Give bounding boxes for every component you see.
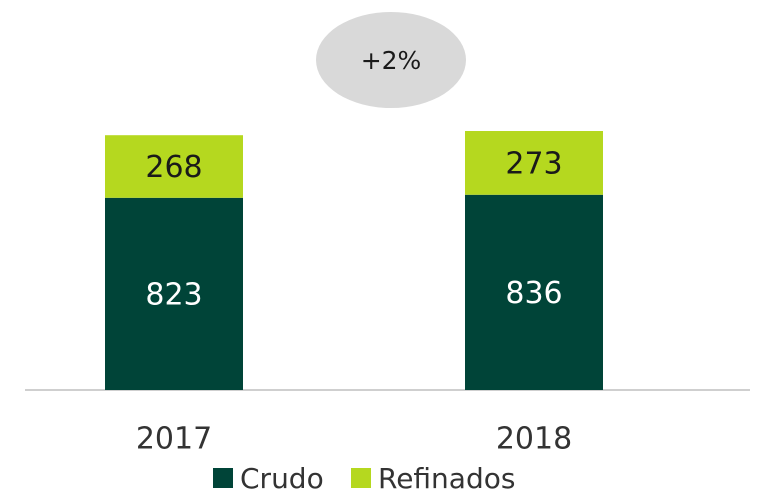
data-label: 823: [145, 277, 202, 312]
legend-swatch: [213, 468, 233, 488]
bar-segment: [465, 194, 603, 390]
data-label: 273: [505, 146, 562, 181]
legend-swatch: [351, 468, 371, 488]
annotation: +2%: [361, 46, 422, 75]
bar-segment: [105, 197, 243, 390]
legend-label: Refinados: [378, 462, 515, 495]
annotation-bubble: [316, 12, 466, 108]
x-tick-label: 2018: [496, 422, 572, 457]
x-tick-label: 2017: [136, 422, 212, 457]
bar-segment: [105, 135, 243, 198]
data-label: 836: [505, 276, 562, 311]
legend-label: Crudo: [240, 462, 324, 495]
bar-segment: [465, 131, 603, 195]
data-label: 268: [145, 150, 202, 185]
